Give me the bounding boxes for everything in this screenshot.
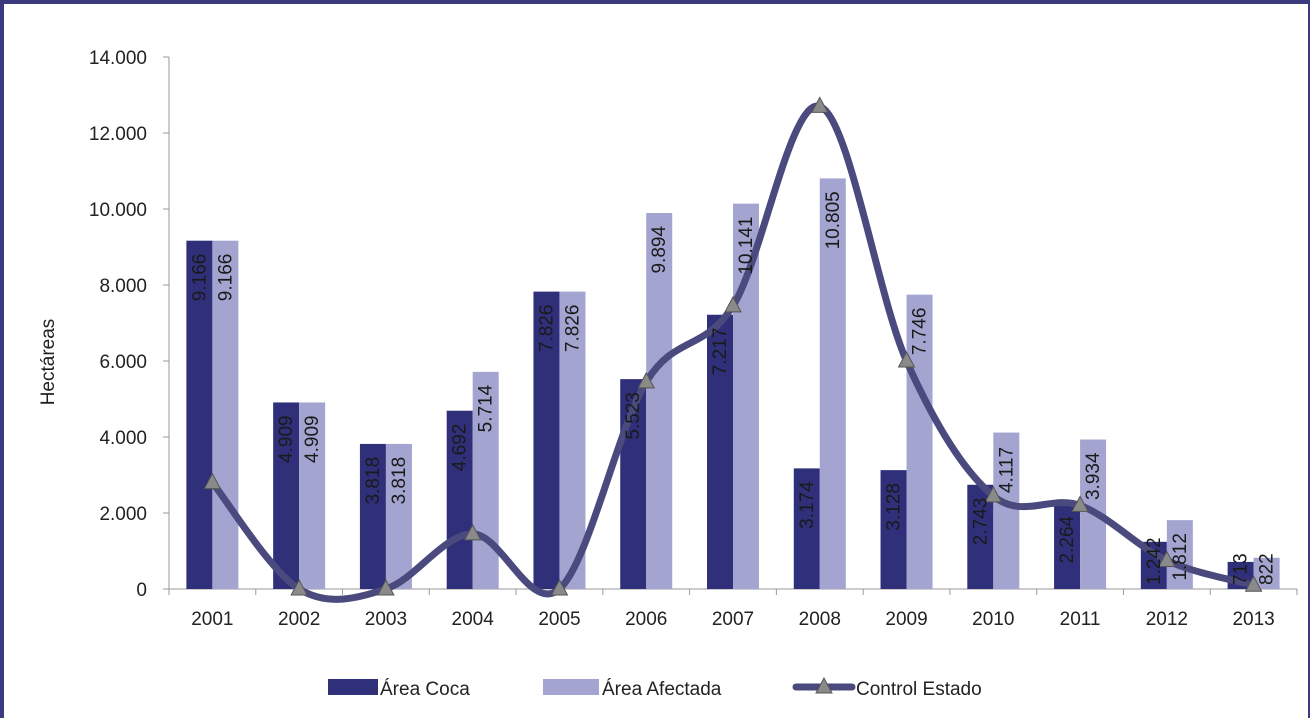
bar--rea-afectada: [1166, 520, 1193, 589]
bar--rea-afectada: [646, 213, 673, 589]
x-tick-label: 2002: [278, 609, 320, 630]
bar--rea-afectada: [385, 443, 412, 589]
bar--rea-coca: [186, 240, 213, 589]
legend-swatch-area-afectada: [543, 679, 599, 695]
control-estado-marker: [1158, 550, 1176, 567]
control-estado-marker: [1071, 495, 1089, 512]
data-label: 5.523: [623, 392, 644, 440]
x-tick-label: 2013: [1232, 609, 1274, 630]
data-label: 7.217: [710, 328, 731, 376]
control-estado-marker: [290, 578, 308, 596]
axes: 0 2.000 4.000 6.000 8.000 10.000 12.000 14.000 2…: [89, 48, 1298, 630]
data-label: 7.746: [910, 308, 931, 356]
y-tick-label: 4.000: [99, 428, 147, 449]
data-label: 10.141: [736, 217, 757, 275]
control-line: [203, 96, 1263, 603]
x-tick-label: 2008: [799, 609, 841, 630]
bar--rea-coca: [880, 470, 907, 589]
legend-label: Área Afectada: [602, 679, 722, 700]
data-label: 822: [1257, 553, 1278, 585]
data-label: 713: [1231, 553, 1252, 585]
bar--rea-coca: [533, 291, 560, 589]
bar--rea-afectada: [733, 203, 759, 589]
data-label: 2.743: [970, 498, 991, 546]
x-tick-label: 2005: [538, 609, 580, 630]
bar--rea-coca: [359, 443, 386, 589]
data-label: 4.692: [450, 424, 471, 472]
data-label: 3.934: [1083, 452, 1104, 500]
data-label: 2.264: [1057, 515, 1078, 563]
x-tick-label: 2010: [972, 609, 1014, 630]
control-estado-marker: [897, 350, 916, 368]
data-label: 3.128: [884, 483, 905, 531]
data-label: 9.166: [189, 254, 210, 302]
legend-swatch-area-coca: [328, 679, 378, 695]
y-tick-label: 12.000: [89, 124, 147, 145]
control-estado-marker: [1244, 575, 1263, 592]
data-label: 3.818: [389, 457, 410, 505]
legend-marker: [815, 676, 833, 694]
data-label: 1.242: [1144, 537, 1165, 585]
y-axis-label: Hectáreas: [38, 319, 59, 406]
data-label: 7.826: [562, 305, 583, 353]
bar--rea-afectada: [993, 432, 1020, 589]
x-tick-label: 2011: [1060, 609, 1101, 630]
data-label: 9.166: [215, 254, 236, 302]
control-estado-marker: [724, 295, 742, 313]
data-label: 7.826: [536, 305, 557, 353]
control-estado-marker: [637, 371, 656, 389]
bar--rea-afectada: [472, 371, 499, 589]
data-label: 4.909: [276, 415, 297, 463]
bar--rea-afectada: [906, 294, 933, 589]
legend-label: Control Estado: [856, 679, 982, 700]
legend-label: Área Coca: [380, 679, 470, 700]
bar--rea-coca: [273, 402, 300, 589]
data-label: 10.805: [823, 191, 844, 249]
control-estado-marker: [984, 485, 1003, 503]
y-tick-label: 0: [136, 580, 147, 601]
data-labels: 9.166 4.909 3.818 4.692 7.826 5.523 7.217 3.174…: [189, 191, 1277, 585]
bar--rea-afectada: [559, 291, 586, 589]
x-tick-label: 2003: [365, 609, 407, 630]
data-label: 4.117: [996, 447, 1017, 493]
control-estado-marker: [377, 578, 395, 596]
y-tick-label: 8.000: [99, 276, 147, 297]
data-label: 4.909: [302, 415, 323, 463]
control-estado-marker: [203, 472, 222, 490]
x-tick-label: 2007: [712, 609, 754, 630]
control-estado-marker: [810, 96, 829, 113]
data-label: 3.818: [363, 457, 384, 505]
data-label: 9.894: [649, 226, 670, 274]
x-tick-label: 2001: [191, 609, 233, 630]
bar--rea-coca: [793, 468, 820, 589]
x-tick-label: 2012: [1146, 609, 1188, 630]
control-estado-marker: [550, 578, 569, 596]
x-tick-label: 2004: [452, 609, 495, 630]
y-tick-label: 10.000: [89, 200, 147, 221]
y-tick-label: 6.000: [99, 352, 147, 373]
bar--rea-coca: [1054, 502, 1081, 589]
y-tick-label: 14.000: [89, 48, 147, 69]
bar--rea-afectada: [819, 178, 846, 589]
y-tick-label: 2.000: [99, 504, 147, 525]
bars: [186, 178, 1280, 589]
data-label: 3.174: [797, 481, 818, 529]
x-tick-label: 2006: [625, 609, 667, 630]
data-label: 5.714: [476, 384, 497, 432]
bar--rea-coca: [707, 314, 733, 589]
control-estado-line: [208, 102, 1258, 603]
x-tick-label: 2009: [885, 609, 927, 630]
bar--rea-afectada: [212, 240, 239, 589]
control-estado-marker: [463, 523, 482, 541]
data-label: 1.812: [1170, 533, 1191, 581]
legend: Área Coca Área Afectada Control Estado: [328, 676, 982, 700]
bar--rea-afectada: [299, 402, 326, 589]
bar--rea-coca: [446, 410, 473, 589]
